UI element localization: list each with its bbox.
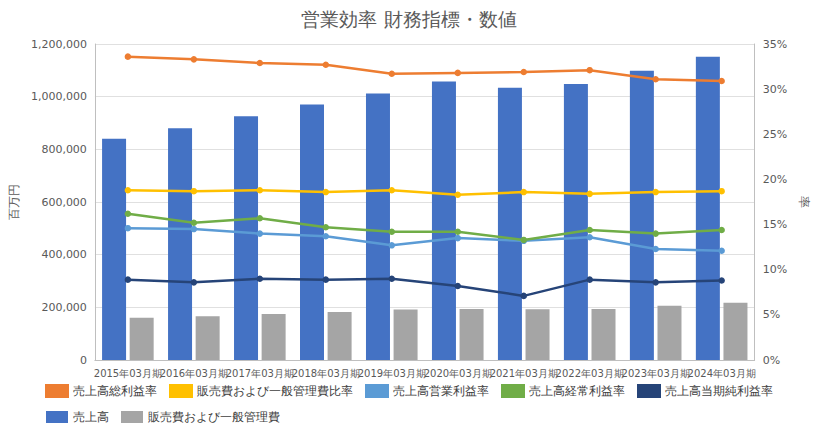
svg-text:売上高営業利益率: 売上高営業利益率 [393, 384, 489, 398]
svg-text:10%: 10% [763, 263, 787, 276]
svg-text:400,000: 400,000 [41, 248, 87, 261]
svg-text:2016年03月期: 2016年03月期 [160, 368, 228, 379]
svg-text:35%: 35% [763, 38, 787, 51]
svg-text:600,000: 600,000 [41, 196, 87, 209]
svg-text:0: 0 [80, 354, 87, 367]
svg-text:売上高経常利益率: 売上高経常利益率 [529, 384, 625, 398]
svg-text:15%: 15% [763, 218, 787, 231]
svg-text:2020年03月期: 2020年03月期 [424, 368, 492, 379]
svg-text:率: 率 [797, 196, 811, 208]
svg-text:2015年03月期: 2015年03月期 [94, 368, 162, 379]
svg-text:売上高総利益率: 売上高総利益率 [73, 384, 157, 398]
svg-text:1,200,000: 1,200,000 [31, 38, 87, 51]
svg-text:2019年03月期: 2019年03月期 [358, 368, 426, 379]
svg-text:0%: 0% [763, 354, 780, 367]
svg-text:百万円: 百万円 [7, 184, 21, 220]
svg-text:2023年03月期: 2023年03月期 [622, 368, 690, 379]
svg-text:売上高: 売上高 [73, 410, 109, 424]
svg-text:販売費および一般管理費: 販売費および一般管理費 [148, 410, 280, 424]
svg-text:売上高当期純利益率: 売上高当期純利益率 [665, 384, 773, 398]
svg-text:20%: 20% [763, 173, 787, 186]
svg-text:2022年03月期: 2022年03月期 [556, 368, 624, 379]
svg-text:25%: 25% [763, 128, 787, 141]
svg-text:5%: 5% [763, 308, 780, 321]
svg-text:2017年03月期: 2017年03月期 [226, 368, 294, 379]
svg-text:1,000,000: 1,000,000 [31, 90, 87, 103]
svg-text:2021年03月期: 2021年03月期 [490, 368, 558, 379]
svg-text:2018年03月期: 2018年03月期 [292, 368, 360, 379]
svg-text:30%: 30% [763, 83, 787, 96]
svg-text:販売費および一般管理費比率: 販売費および一般管理費比率 [197, 384, 353, 398]
svg-text:営業効率 財務指標・数値: 営業効率 財務指標・数値 [301, 8, 516, 30]
svg-text:200,000: 200,000 [41, 301, 87, 314]
svg-text:800,000: 800,000 [41, 143, 87, 156]
svg-text:2024年03月期: 2024年03月期 [688, 368, 756, 379]
